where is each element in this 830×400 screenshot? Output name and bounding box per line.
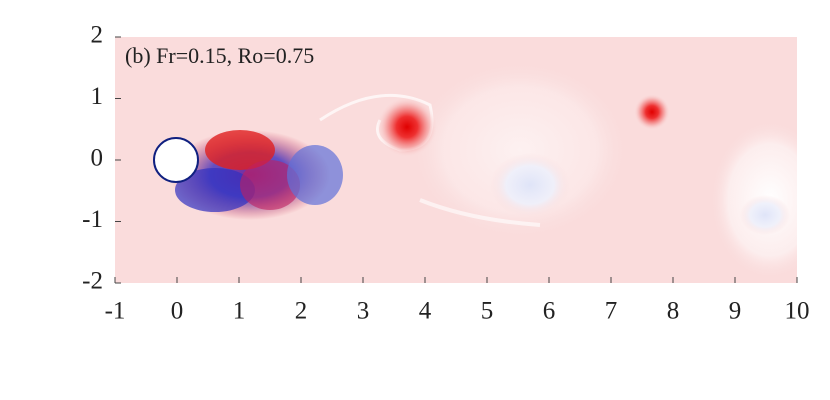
x-tick-label: 9 — [729, 298, 742, 325]
x-tick-label: 8 — [667, 298, 680, 325]
x-tick-label: 5 — [481, 298, 494, 325]
y-tick-label: 1 — [91, 83, 104, 110]
y-tick-label: 0 — [91, 145, 104, 172]
x-tick-label: 7 — [605, 298, 618, 325]
annotation: (b) Fr=0.15, Ro=0.75 — [125, 43, 314, 68]
x-tick-label: 2 — [295, 298, 308, 325]
y-tick-label: 2 — [91, 22, 104, 49]
vorticity-field — [153, 60, 797, 280]
x-tick-label: 6 — [543, 298, 556, 325]
x-tick-label: 3 — [357, 298, 370, 325]
x-tick-label: 4 — [419, 298, 432, 325]
y-tick-label: -2 — [82, 268, 103, 295]
x-tick-label: 0 — [171, 298, 184, 325]
x-tick-label: -1 — [105, 298, 126, 325]
y-tick-label: -1 — [82, 206, 103, 233]
x-tick-label: 1 — [233, 298, 246, 325]
x-tick-label: 10 — [785, 298, 810, 325]
